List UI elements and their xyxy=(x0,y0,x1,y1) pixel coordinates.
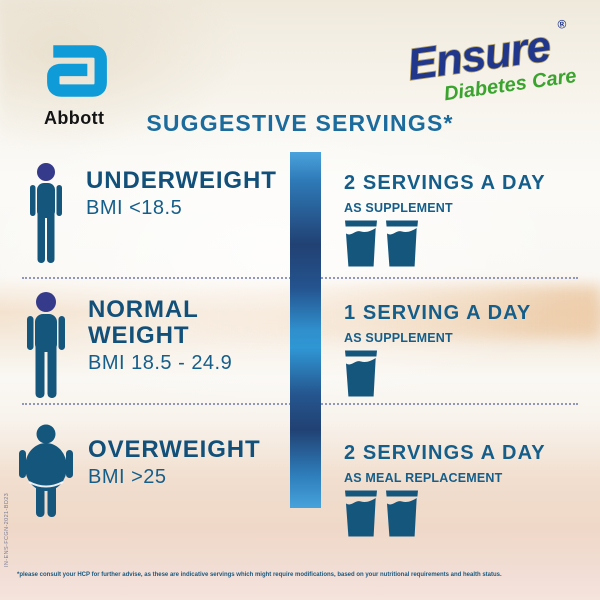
category-block: OVERWEIGHT BMI >25 xyxy=(88,437,261,489)
serving-type-label: AS MEAL REPLACEMENT xyxy=(344,471,503,485)
center-vertical-bar xyxy=(290,152,321,508)
serving-glass-icon xyxy=(345,220,377,267)
serving-block: 1 SERVING A DAY AS SUPPLEMENT xyxy=(344,302,531,397)
category-label-line2: WEIGHT xyxy=(88,322,190,349)
serving-glass-icon xyxy=(345,350,377,397)
page-title: SUGGESTIVE SERVINGS* xyxy=(146,110,454,136)
abbott-a-icon xyxy=(47,45,107,97)
ensure-logo: Ensure ® Diabetes Care xyxy=(404,17,578,106)
serving-glass-icon xyxy=(386,220,418,267)
category-label: OVERWEIGHT xyxy=(88,436,261,463)
category-block: UNDERWEIGHT BMI <18.5 xyxy=(86,168,277,220)
serving-block: 2 SERVINGS A DAY AS SUPPLEMENT xyxy=(344,172,546,267)
serving-type-label: AS SUPPLEMENT xyxy=(344,201,453,215)
serving-glass-icon xyxy=(345,490,377,537)
registered-trademark: ® xyxy=(557,17,568,32)
serving-block: 2 SERVINGS A DAY AS MEAL REPLACEMENT xyxy=(344,442,546,537)
category-block: NORMAL WEIGHT BMI 18.5 - 24.9 xyxy=(88,297,232,375)
serving-label: 2 SERVINGS A DAY xyxy=(344,172,546,194)
glass-icons xyxy=(344,350,531,397)
serving-label: 1 SERVING A DAY xyxy=(344,302,532,324)
serving-row-overweight: OVERWEIGHT BMI >25 2 SERVINGS A DAY AS M… xyxy=(0,416,600,538)
regulatory-code: IN-ENS-FCGN-2021-BD23 xyxy=(4,492,10,567)
glass-icons xyxy=(344,490,546,537)
person-normal-weight-icon xyxy=(27,292,65,398)
bmi-range: BMI <18.5 xyxy=(86,197,183,219)
person-overweight-icon xyxy=(19,424,73,517)
category-label: NORMAL xyxy=(88,296,199,323)
bmi-range: BMI 18.5 - 24.9 xyxy=(88,352,233,374)
bmi-range: BMI >25 xyxy=(88,466,167,488)
disclaimer-footnote: *please consult your HCP for further adv… xyxy=(17,572,502,578)
category-label: UNDERWEIGHT xyxy=(86,167,277,194)
serving-type-label: AS SUPPLEMENT xyxy=(344,331,453,345)
serving-label: 2 SERVINGS A DAY xyxy=(344,442,546,464)
serving-glass-icon xyxy=(386,490,418,537)
person-underweight-icon xyxy=(30,163,62,263)
glass-icons xyxy=(344,220,546,267)
